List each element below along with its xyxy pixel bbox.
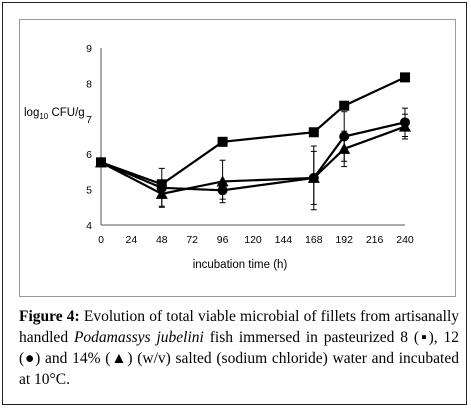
y-tick-label: 6 bbox=[86, 149, 92, 161]
chart-area: 4 5 6 7 8 9 0 24 48 72 96 120 144 168 192 216 240 log10 … bbox=[19, 19, 456, 297]
x-tick-label: 96 bbox=[217, 234, 229, 246]
data-series bbox=[95, 72, 411, 211]
y-tick-label: 9 bbox=[86, 43, 92, 55]
y-axis-title-tail: CFU/g bbox=[48, 107, 84, 119]
data-point-square bbox=[308, 127, 319, 138]
data-point-triangle bbox=[95, 156, 107, 168]
x-tick-label: 216 bbox=[366, 234, 384, 246]
y-tick-label: 5 bbox=[86, 185, 92, 197]
y-tick-label: 8 bbox=[86, 78, 92, 90]
y-tick-label: 7 bbox=[86, 114, 92, 126]
data-point-triangle bbox=[216, 175, 229, 187]
caption-species: Podamassys jubelini bbox=[73, 329, 204, 346]
data-point-triangle bbox=[155, 187, 168, 199]
x-tick-label: 192 bbox=[335, 234, 353, 246]
x-tick-label: 120 bbox=[244, 234, 262, 246]
data-point-square bbox=[217, 136, 228, 147]
tick-labels: 4 5 6 7 8 9 0 24 48 72 96 120 144 168 192 216 240 bbox=[86, 43, 414, 246]
figure-frame: 4 5 6 7 8 9 0 24 48 72 96 120 144 168 192 216 240 log10 … bbox=[2, 2, 467, 405]
y-tick-label: 4 bbox=[86, 220, 92, 232]
caption-text-1: Evolution of total viable microbial of f… bbox=[19, 308, 460, 346]
x-tick-label: 48 bbox=[156, 234, 168, 246]
series-triangle bbox=[95, 113, 411, 207]
data-point-triangle bbox=[307, 171, 320, 183]
axes bbox=[100, 48, 405, 226]
series-circle bbox=[96, 107, 410, 211]
y-axis-title: log10 CFU/g bbox=[24, 107, 85, 121]
data-point-square bbox=[400, 72, 410, 83]
data-point-square bbox=[339, 100, 350, 111]
caption-label: Figure 4: bbox=[19, 308, 80, 325]
x-tick-label: 72 bbox=[186, 234, 198, 246]
line-chart: 4 5 6 7 8 9 0 24 48 72 96 120 144 168 192 216 240 log10 … bbox=[24, 43, 414, 271]
caption-text-2: fish immersed in pasteurized 8 (▪), 12 (… bbox=[19, 329, 459, 388]
series-line bbox=[100, 121, 406, 192]
data-point-triangle bbox=[399, 120, 411, 132]
x-axis-title: incubation time (h) bbox=[193, 259, 288, 271]
y-axis-title-main: log bbox=[24, 107, 39, 119]
x-tick-label: 144 bbox=[275, 234, 293, 246]
y-axis-title-subscript: 10 bbox=[39, 112, 48, 121]
x-tick-label: 240 bbox=[396, 234, 414, 246]
x-tick-label: 168 bbox=[305, 234, 323, 246]
x-tick-label: 0 bbox=[98, 234, 104, 246]
figure-caption: Figure 4: Evolution of total viable micr… bbox=[19, 306, 459, 390]
data-point-triangle bbox=[338, 142, 351, 154]
series-line bbox=[100, 76, 406, 186]
series-line bbox=[100, 125, 406, 196]
series-square bbox=[96, 72, 410, 190]
x-tick-label: 24 bbox=[126, 234, 138, 246]
